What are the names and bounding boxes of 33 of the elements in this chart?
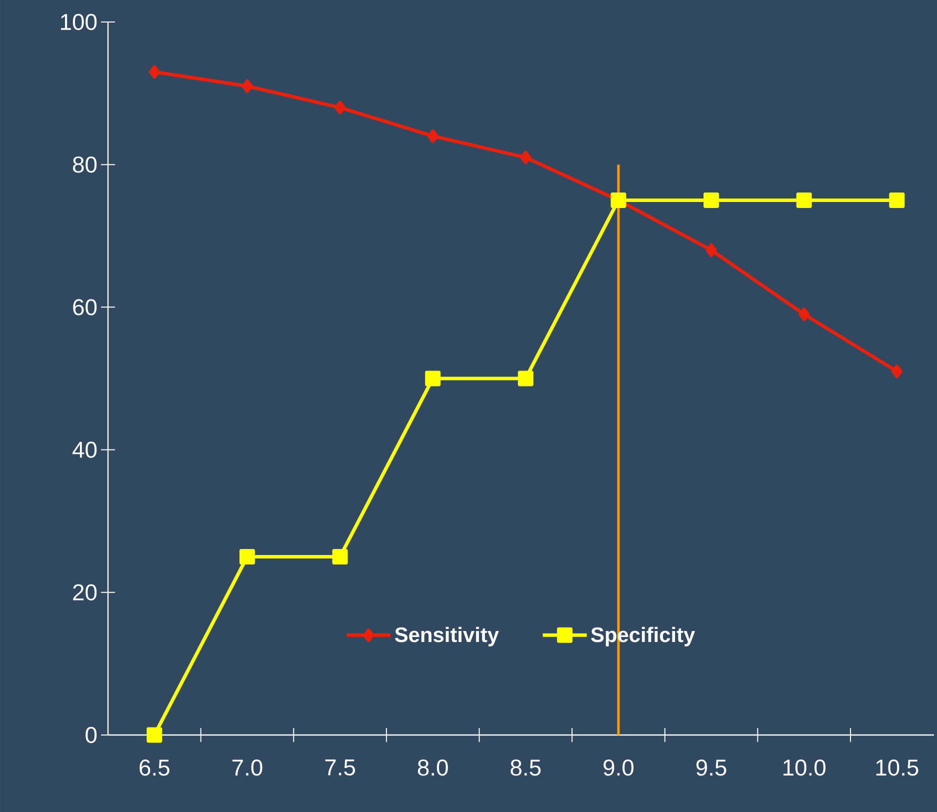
point xyxy=(796,192,812,208)
point xyxy=(427,129,438,143)
x-tick-label: 6.5 xyxy=(140,760,170,776)
point xyxy=(610,192,626,208)
x-tick-label: 9.0 xyxy=(604,760,634,776)
x-tick-label: 7.0 xyxy=(232,760,262,776)
x-tick-label: 7.5 xyxy=(325,760,355,776)
point xyxy=(891,364,902,378)
y-tick-label: 0 xyxy=(86,726,97,744)
x-tick-label: 8.0 xyxy=(418,760,448,776)
point xyxy=(889,192,905,208)
point xyxy=(706,243,717,257)
y-tick-label: 60 xyxy=(73,299,97,316)
point xyxy=(704,192,720,208)
point xyxy=(518,370,534,386)
legend-label: Sensitivity xyxy=(394,626,499,646)
point xyxy=(332,548,348,564)
point xyxy=(520,150,532,164)
y-tick-label: 80 xyxy=(73,156,97,173)
x-tick-label: 8.5 xyxy=(510,760,541,776)
point xyxy=(334,100,346,114)
point xyxy=(242,79,253,93)
y-tick-label: 20 xyxy=(73,584,97,600)
y-tick-label: 100 xyxy=(61,14,97,30)
point xyxy=(146,727,162,743)
y-tick-label: 40 xyxy=(72,442,97,458)
point xyxy=(425,370,441,386)
x-tick-label: 9.5 xyxy=(696,760,726,776)
point xyxy=(239,548,255,564)
point xyxy=(798,308,810,322)
point xyxy=(148,65,160,79)
x-tick-label: 10.5 xyxy=(876,760,918,776)
x-tick-label: 10.0 xyxy=(784,760,826,776)
